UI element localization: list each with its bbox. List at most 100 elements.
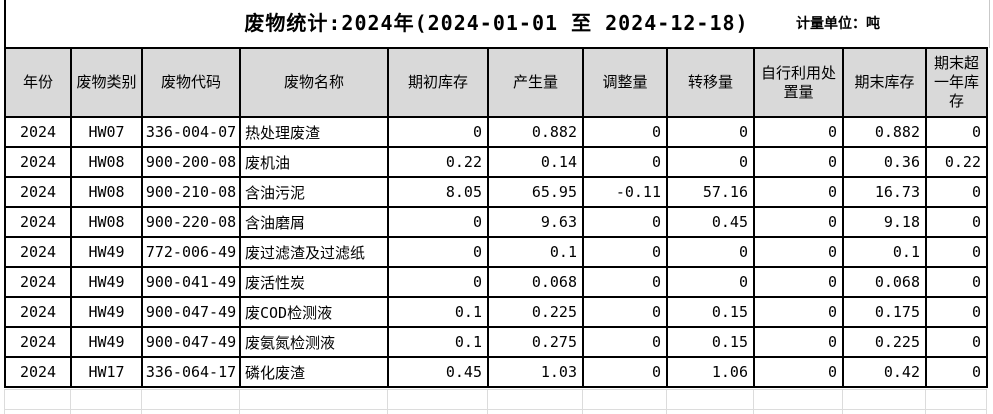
cell-r7c3[interactable]: 废氨氮检测液 — [239, 326, 389, 358]
cell-r0c6[interactable]: 0 — [582, 116, 668, 148]
col-header-transferred-amount[interactable]: 转移量 — [666, 47, 755, 118]
cell-r2c6[interactable]: -0.11 — [582, 176, 668, 208]
cell-r4c6[interactable]: 0 — [582, 236, 668, 268]
col-header-waste-code[interactable]: 废物代码 — [141, 47, 241, 118]
cell-r7c1[interactable]: HW49 — [70, 326, 143, 358]
cell-r1c0[interactable]: 2024 — [4, 146, 72, 178]
cell-r0c0[interactable]: 2024 — [4, 116, 72, 148]
cell-r6c9[interactable]: 0.175 — [842, 296, 927, 328]
cell-r5c5[interactable]: 0.068 — [487, 266, 584, 298]
cell-r2c5[interactable]: 65.95 — [487, 176, 584, 208]
empty-cell[interactable] — [70, 409, 142, 414]
cell-r6c0[interactable]: 2024 — [4, 296, 72, 328]
cell-r8c6[interactable]: 0 — [582, 356, 668, 388]
cell-r5c4[interactable]: 0 — [387, 266, 489, 298]
cell-r4c3[interactable]: 废过滤渣及过滤纸 — [239, 236, 389, 268]
col-header-waste-category[interactable]: 废物类别 — [70, 47, 143, 118]
cell-r1c5[interactable]: 0.14 — [487, 146, 584, 178]
cell-r6c8[interactable]: 0 — [753, 296, 844, 328]
empty-cell[interactable] — [387, 409, 488, 414]
cell-r7c0[interactable]: 2024 — [4, 326, 72, 358]
empty-cell[interactable] — [666, 389, 754, 410]
empty-cell[interactable] — [666, 409, 754, 414]
cell-r4c9[interactable]: 0.1 — [842, 236, 927, 268]
cell-r4c8[interactable]: 0 — [753, 236, 844, 268]
cell-r8c2[interactable]: 336-064-17 — [141, 356, 241, 388]
cell-r7c9[interactable]: 0.225 — [842, 326, 927, 358]
cell-r6c7[interactable]: 0.15 — [666, 296, 755, 328]
cell-r0c9[interactable]: 0.882 — [842, 116, 927, 148]
cell-r2c1[interactable]: HW08 — [70, 176, 143, 208]
cell-r6c5[interactable]: 0.225 — [487, 296, 584, 328]
cell-r8c4[interactable]: 0.45 — [387, 356, 489, 388]
cell-r7c7[interactable]: 0.15 — [666, 326, 755, 358]
col-header-year[interactable]: 年份 — [4, 47, 72, 118]
cell-r4c4[interactable]: 0 — [387, 236, 489, 268]
cell-r0c1[interactable]: HW07 — [70, 116, 143, 148]
col-header-opening-stock[interactable]: 期初库存 — [387, 47, 489, 118]
cell-r6c6[interactable]: 0 — [582, 296, 668, 328]
cell-r5c0[interactable]: 2024 — [4, 266, 72, 298]
cell-r8c7[interactable]: 1.06 — [666, 356, 755, 388]
cell-r2c7[interactable]: 57.16 — [666, 176, 755, 208]
cell-r1c10[interactable]: 0.22 — [925, 146, 988, 178]
cell-r6c2[interactable]: 900-047-49 — [141, 296, 241, 328]
cell-r6c10[interactable]: 0 — [925, 296, 988, 328]
cell-r4c5[interactable]: 0.1 — [487, 236, 584, 268]
cell-r4c7[interactable]: 0 — [666, 236, 755, 268]
cell-r3c7[interactable]: 0.45 — [666, 206, 755, 238]
empty-cell[interactable] — [141, 409, 240, 414]
cell-r7c6[interactable]: 0 — [582, 326, 668, 358]
cell-r3c4[interactable]: 0 — [387, 206, 489, 238]
cell-r5c9[interactable]: 0.068 — [842, 266, 927, 298]
cell-r2c8[interactable]: 0 — [753, 176, 844, 208]
cell-r3c5[interactable]: 9.63 — [487, 206, 584, 238]
cell-r8c9[interactable]: 0.42 — [842, 356, 927, 388]
cell-r3c8[interactable]: 0 — [753, 206, 844, 238]
cell-r5c1[interactable]: HW49 — [70, 266, 143, 298]
cell-r7c8[interactable]: 0 — [753, 326, 844, 358]
cell-r1c9[interactable]: 0.36 — [842, 146, 927, 178]
cell-r1c1[interactable]: HW08 — [70, 146, 143, 178]
empty-cell[interactable] — [925, 409, 987, 414]
cell-r0c7[interactable]: 0 — [666, 116, 755, 148]
cell-r0c3[interactable]: 热处理废渣 — [239, 116, 389, 148]
cell-r7c5[interactable]: 0.275 — [487, 326, 584, 358]
cell-r3c1[interactable]: HW08 — [70, 206, 143, 238]
empty-cell[interactable] — [141, 389, 240, 410]
cell-r0c8[interactable]: 0 — [753, 116, 844, 148]
cell-r4c2[interactable]: 772-006-49 — [141, 236, 241, 268]
cell-r1c2[interactable]: 900-200-08 — [141, 146, 241, 178]
cell-r1c8[interactable]: 0 — [753, 146, 844, 178]
cell-r2c9[interactable]: 16.73 — [842, 176, 927, 208]
cell-r0c4[interactable]: 0 — [387, 116, 489, 148]
col-header-over-one-year-stock[interactable]: 期末超一年库存 — [925, 47, 988, 118]
col-header-closing-stock[interactable]: 期末库存 — [842, 47, 927, 118]
empty-cell[interactable] — [753, 389, 843, 410]
cell-r7c2[interactable]: 900-047-49 — [141, 326, 241, 358]
cell-r3c2[interactable]: 900-220-08 — [141, 206, 241, 238]
empty-cell[interactable] — [842, 409, 926, 414]
cell-r8c1[interactable]: HW17 — [70, 356, 143, 388]
cell-r3c3[interactable]: 含油磨屑 — [239, 206, 389, 238]
cell-r5c2[interactable]: 900-041-49 — [141, 266, 241, 298]
cell-r5c10[interactable]: 0 — [925, 266, 988, 298]
cell-r4c0[interactable]: 2024 — [4, 236, 72, 268]
col-header-generated-amount[interactable]: 产生量 — [487, 47, 584, 118]
cell-r6c4[interactable]: 0.1 — [387, 296, 489, 328]
cell-r1c4[interactable]: 0.22 — [387, 146, 489, 178]
empty-cell[interactable] — [239, 389, 388, 410]
cell-r7c4[interactable]: 0.1 — [387, 326, 489, 358]
empty-cell[interactable] — [753, 409, 843, 414]
empty-cell[interactable] — [4, 389, 71, 410]
cell-r2c10[interactable]: 0 — [925, 176, 988, 208]
cell-r5c6[interactable]: 0 — [582, 266, 668, 298]
cell-r8c8[interactable]: 0 — [753, 356, 844, 388]
cell-r1c3[interactable]: 废机油 — [239, 146, 389, 178]
cell-r6c1[interactable]: HW49 — [70, 296, 143, 328]
cell-r6c3[interactable]: 废COD检测液 — [239, 296, 389, 328]
cell-r3c6[interactable]: 0 — [582, 206, 668, 238]
cell-r2c0[interactable]: 2024 — [4, 176, 72, 208]
empty-cell[interactable] — [487, 409, 583, 414]
cell-r8c10[interactable]: 0 — [925, 356, 988, 388]
